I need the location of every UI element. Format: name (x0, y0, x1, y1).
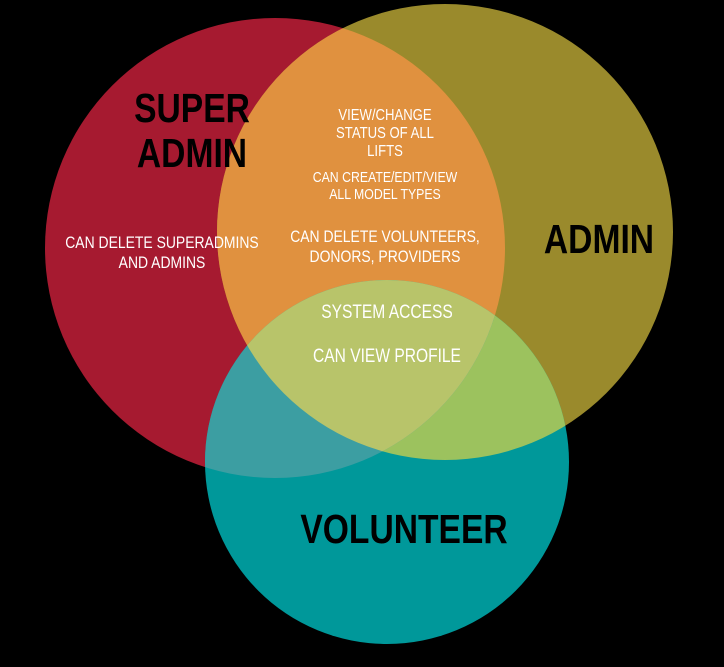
create-edit-view-line1: CAN CREATE/EDIT/VIEW (313, 169, 458, 185)
super-admin-only-line1: CAN DELETE SUPERADMINS (65, 234, 258, 253)
admin-title: ADMIN (544, 216, 654, 262)
delete-volunteers-line2: DONORS, PROVIDERS (310, 248, 461, 267)
create-edit-view-line2: ALL MODEL TYPES (329, 186, 441, 202)
view-change-status-line1: VIEW/CHANGE (338, 107, 431, 124)
volunteer-title: VOLUNTEER (300, 506, 507, 552)
can-view-profile-label: CAN VIEW PROFILE (313, 345, 461, 367)
delete-volunteers-line1: CAN DELETE VOLUNTEERS, (290, 228, 480, 247)
system-access-label: SYSTEM ACCESS (321, 301, 452, 323)
super-admin-title-line2: ADMIN (137, 130, 247, 176)
view-change-status-line3: LIFTS (367, 143, 403, 160)
super-admin-title-line1: SUPER (134, 85, 250, 131)
super-admin-only-line2: AND ADMINS (119, 254, 206, 273)
view-change-status-line2: STATUS OF ALL (336, 125, 434, 142)
